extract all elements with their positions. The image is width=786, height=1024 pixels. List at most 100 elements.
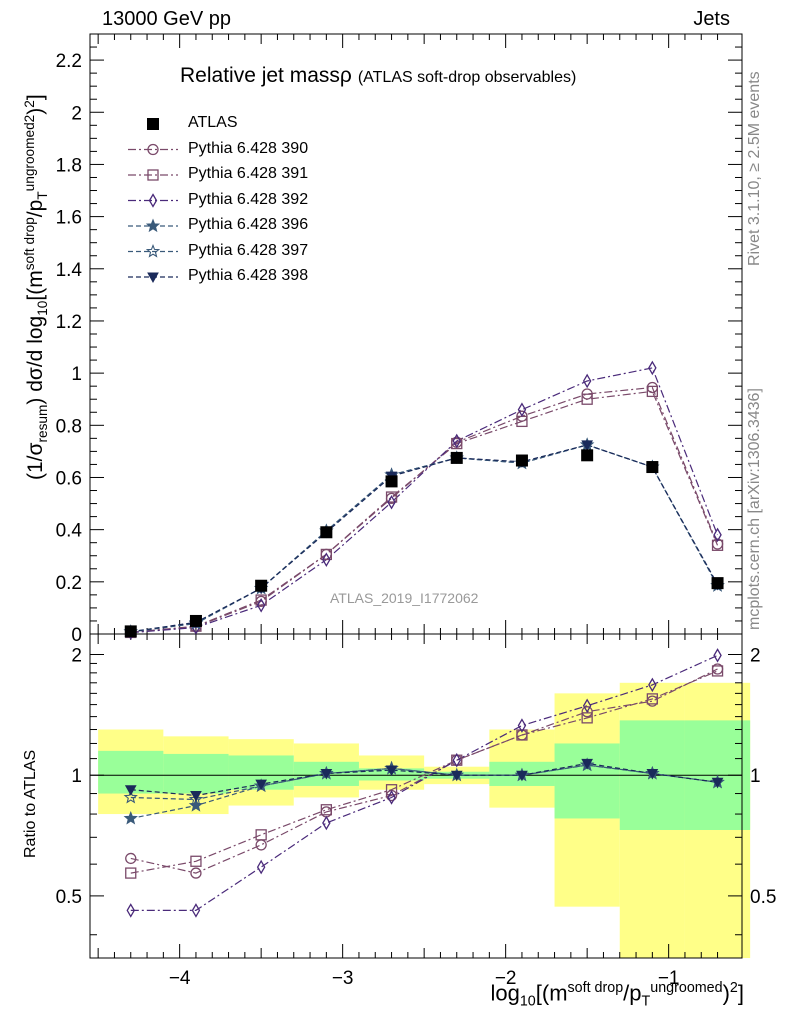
series-line-main xyxy=(130,386,719,633)
y-axis-label-main: (1/σresum) dσ/d log10[(msoft drop/pTungr… xyxy=(22,94,51,480)
y-tick-label: 1.4 xyxy=(56,260,83,281)
series-point-ratio xyxy=(516,770,528,782)
band-inner xyxy=(163,753,229,794)
series-point-ratio xyxy=(387,790,396,805)
series-point-ratio xyxy=(320,768,333,780)
series-point-ratio xyxy=(255,829,267,841)
y-axis-label-ratio: Ratio to ATLAS xyxy=(22,749,39,858)
series-point-ratio xyxy=(255,839,267,851)
series-point-ratio xyxy=(126,903,136,918)
y-tick-label: 0.6 xyxy=(56,468,82,489)
series-point-ratio xyxy=(450,770,463,782)
legend-label: Pythia 6.428 391 xyxy=(188,165,309,182)
legend-symbols xyxy=(128,118,178,284)
y-tick-label: 1.6 xyxy=(56,208,82,229)
series-point-main xyxy=(387,494,396,510)
series-point-main xyxy=(452,433,462,449)
series-point-ratio xyxy=(123,789,138,804)
series-point-main xyxy=(256,598,266,613)
series-point-main xyxy=(451,437,463,450)
series-point-main xyxy=(322,552,331,567)
series-point-main xyxy=(648,360,657,376)
analysis-label: ATLAS_2019_I1772062 xyxy=(330,590,479,606)
series-point-ratio xyxy=(581,706,593,718)
series-point-main xyxy=(581,393,593,405)
atlas-point xyxy=(385,475,398,488)
series-point-ratio xyxy=(713,648,722,663)
series-point-ratio xyxy=(582,698,592,714)
series-point-ratio xyxy=(190,790,202,802)
atlas-point xyxy=(581,449,594,462)
series-point-main xyxy=(582,373,592,389)
series-point-ratio xyxy=(125,852,137,865)
series-point-ratio xyxy=(256,859,266,875)
y-tick-label: 0.8 xyxy=(56,416,82,437)
legend-symbol xyxy=(145,218,161,233)
chart-title-sub: (ATLAS soft-drop observables) xyxy=(357,69,577,86)
ratio-tick-label-right: 1 xyxy=(750,766,761,787)
atlas-point xyxy=(255,579,268,592)
series-point-ratio xyxy=(385,784,398,796)
legend-symbol xyxy=(148,193,158,208)
series-point-ratio xyxy=(188,791,204,806)
ratio-tick-label-left: 2 xyxy=(71,646,82,667)
series-point-ratio xyxy=(517,718,527,733)
series-lines xyxy=(130,367,719,912)
ratio-tick-label-right: 2 xyxy=(750,646,761,667)
series-point-ratio xyxy=(322,815,331,831)
series-point-ratio xyxy=(123,810,138,825)
legend-symbol xyxy=(147,143,159,156)
series-point-main xyxy=(646,385,658,398)
series-markers xyxy=(123,360,725,918)
x-tick-label: −3 xyxy=(332,968,354,989)
series-point-ratio xyxy=(190,855,202,867)
y-tick-label: 1.8 xyxy=(56,155,82,176)
ratio-tick-label-left: 1 xyxy=(71,766,82,787)
legend-symbol xyxy=(145,243,161,258)
atlas-point xyxy=(189,614,202,627)
header-left: 13000 GeV pp xyxy=(102,8,231,30)
atlas-point xyxy=(646,461,659,474)
series-point-ratio xyxy=(385,765,398,777)
frame-and-ticks xyxy=(89,33,743,959)
series-point-ratio xyxy=(452,752,462,768)
atlas-point xyxy=(450,451,463,464)
y-tick-label: 0.4 xyxy=(56,521,83,542)
series-point-ratio xyxy=(711,665,724,677)
legend-symbol-atlas xyxy=(147,118,159,130)
atlas-point xyxy=(711,577,724,590)
series-line-ratio xyxy=(130,670,718,874)
chart-title-main: Relative jet massρ xyxy=(180,64,352,87)
y-tick-label: 2.2 xyxy=(56,51,82,72)
ratio-tick-label-left: 0.5 xyxy=(56,887,82,908)
series-point-ratio xyxy=(188,798,204,812)
series-point-ratio xyxy=(516,729,528,741)
atlas-point xyxy=(515,454,528,467)
legend-label: Pythia 6.428 397 xyxy=(188,241,309,259)
series-line-ratio xyxy=(130,762,718,797)
y-tick-label: 1 xyxy=(71,364,82,385)
legend-label: Pythia 6.428 396 xyxy=(188,216,309,233)
header-right: Jets xyxy=(693,8,730,30)
series-point-main xyxy=(581,440,593,451)
series-point-main xyxy=(517,402,527,417)
legend-label: Pythia 6.428 392 xyxy=(188,190,309,208)
legend-label: Pythia 6.428 390 xyxy=(188,139,309,157)
legend-symbol xyxy=(147,169,159,181)
ratio-frame xyxy=(89,633,743,959)
y-tick-label: 2 xyxy=(71,103,82,124)
series-point-main xyxy=(320,548,333,561)
series-point-ratio xyxy=(646,693,658,705)
series-point-main xyxy=(385,491,398,503)
x-tick-label: −1 xyxy=(658,968,680,989)
rivet-label: Rivet 3.1.10, ≥ 2.5M events xyxy=(746,71,763,266)
x-tick-label: −4 xyxy=(169,968,191,989)
series-point-ratio xyxy=(191,903,201,918)
atlas-point xyxy=(124,625,137,638)
series-point-main xyxy=(255,594,267,606)
tick-labels: 0 0.2 0.4 0.6 0.8 1 1.2 1.4 1.6 1.8 2 2.2 0.5 0.5 1 1 2 2… xyxy=(56,51,777,989)
mcplots-label: mcplots.cern.ch [arXiv:1306.3436] xyxy=(746,388,763,630)
series-point-ratio xyxy=(190,867,202,879)
ratio-uncertainty-bands xyxy=(98,682,751,958)
